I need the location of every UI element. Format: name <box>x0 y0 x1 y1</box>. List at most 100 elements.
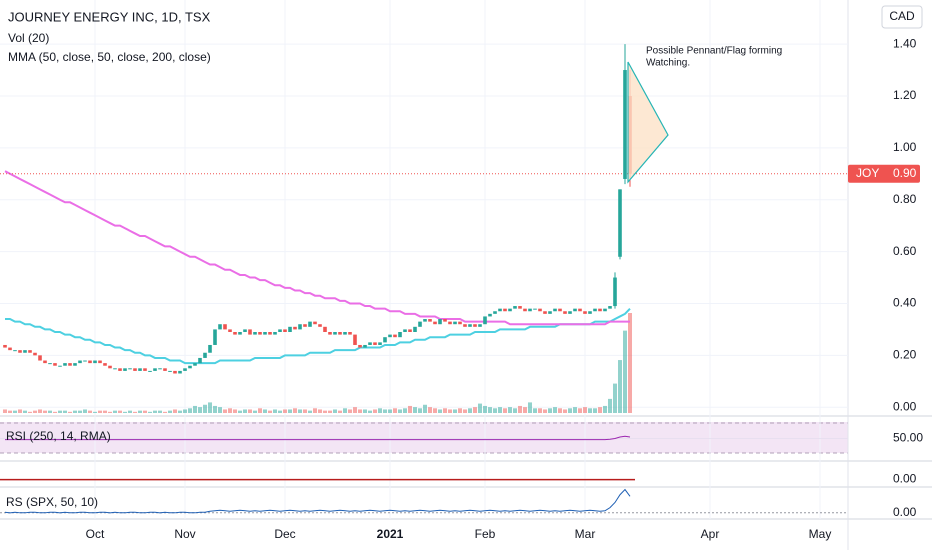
candle-body <box>123 368 127 371</box>
candle-body <box>343 332 347 335</box>
symbol-tag: JOY <box>856 166 879 180</box>
volume-bar <box>358 409 362 413</box>
volume-bar <box>13 410 17 413</box>
volume-bar <box>493 408 497 413</box>
candle-body <box>518 306 522 309</box>
volume-bar <box>603 405 607 413</box>
volume-bar <box>233 409 237 413</box>
candle-body <box>18 350 22 353</box>
volume-bar <box>498 407 502 413</box>
candle-body <box>388 334 392 338</box>
x-tick-label: Feb <box>475 527 496 541</box>
candle-body <box>498 308 502 312</box>
candle-body <box>373 342 377 345</box>
candle-body <box>553 308 557 312</box>
volume-bar <box>243 409 247 413</box>
volume-bar <box>543 409 547 413</box>
indicator-label: RSI (250, 14, RMA) <box>6 429 111 443</box>
candle-body <box>168 370 172 372</box>
volume-bar <box>173 409 177 413</box>
indicator-label: RS (SPX, 50, 10) <box>6 495 98 509</box>
volume-bar <box>263 409 267 413</box>
candle-body <box>408 329 412 332</box>
volume-bar <box>68 411 72 413</box>
volume-bar <box>338 410 342 413</box>
candle-body <box>513 306 517 309</box>
moving-average <box>5 307 631 365</box>
candle-body <box>398 332 402 338</box>
volume-bar <box>103 410 107 413</box>
candle-body <box>253 332 257 335</box>
volume-bar <box>488 407 492 413</box>
volume-bar <box>3 409 7 413</box>
price-tag-label: 0.90 <box>893 166 917 180</box>
candle-body <box>598 308 602 312</box>
candle-body <box>48 363 52 365</box>
candle-body <box>108 365 112 369</box>
volume-bar <box>63 410 67 413</box>
currency[interactable]: CAD <box>889 9 915 23</box>
candle-body <box>508 308 512 312</box>
candle-body <box>443 319 447 322</box>
volume-bar <box>613 383 617 413</box>
volume-bar <box>58 410 62 413</box>
candle-body <box>163 368 167 371</box>
volume-bar <box>78 410 82 413</box>
volume-bar <box>578 408 582 413</box>
volume-bar <box>393 408 397 413</box>
volume-bar <box>128 410 132 413</box>
volume-bar <box>248 409 252 413</box>
volume-bar <box>33 410 37 413</box>
candle-body <box>338 332 342 335</box>
volume-bar <box>83 409 87 413</box>
candle-body <box>573 308 577 312</box>
candle-body <box>473 324 477 327</box>
volume-bar <box>433 408 437 413</box>
x-tick-label: Apr <box>701 527 720 541</box>
candle-body <box>38 355 42 361</box>
candle-body <box>483 316 487 325</box>
candle-body <box>148 370 152 372</box>
volume-bar <box>268 410 272 413</box>
volume-bar <box>28 411 32 413</box>
volume-layer <box>3 313 632 413</box>
volume-bar <box>593 408 597 413</box>
candle-body <box>468 324 472 327</box>
volume-bar <box>178 410 182 413</box>
volume-bar <box>398 409 402 413</box>
volume-bar <box>373 409 377 413</box>
volume-bar <box>223 409 227 413</box>
volume-bar <box>418 408 422 413</box>
volume-bar <box>333 409 337 413</box>
x-tick-label: 2021 <box>377 527 404 541</box>
candle-body <box>333 332 337 335</box>
volume-bar <box>448 409 452 413</box>
candle-body <box>3 344 7 348</box>
volume-bar <box>428 407 432 413</box>
candle-body <box>33 352 37 356</box>
candle-body <box>523 308 527 312</box>
candle-body <box>53 363 57 366</box>
y-tick-label: 0.00 <box>893 472 917 486</box>
volume-bar <box>528 402 532 413</box>
grid <box>0 0 848 519</box>
volume-bar <box>133 411 137 413</box>
candle-body <box>98 360 102 364</box>
rs-line <box>4 488 631 514</box>
volume-bar <box>478 403 482 413</box>
volume-bar <box>408 405 412 413</box>
volume-bar <box>508 407 512 413</box>
volume-bar <box>463 409 467 413</box>
candle-body <box>153 368 157 371</box>
candle-body <box>503 308 507 312</box>
rsi-line <box>5 435 631 441</box>
y-tick-label: 0.60 <box>893 244 917 258</box>
volume-bar <box>23 410 27 413</box>
candle-body <box>8 347 12 351</box>
volume-bar <box>123 411 127 413</box>
candle-body <box>433 321 437 325</box>
currency-box[interactable] <box>881 5 923 29</box>
candle-body <box>463 324 467 327</box>
volume-bar <box>608 398 612 413</box>
volume-bar <box>548 408 552 413</box>
